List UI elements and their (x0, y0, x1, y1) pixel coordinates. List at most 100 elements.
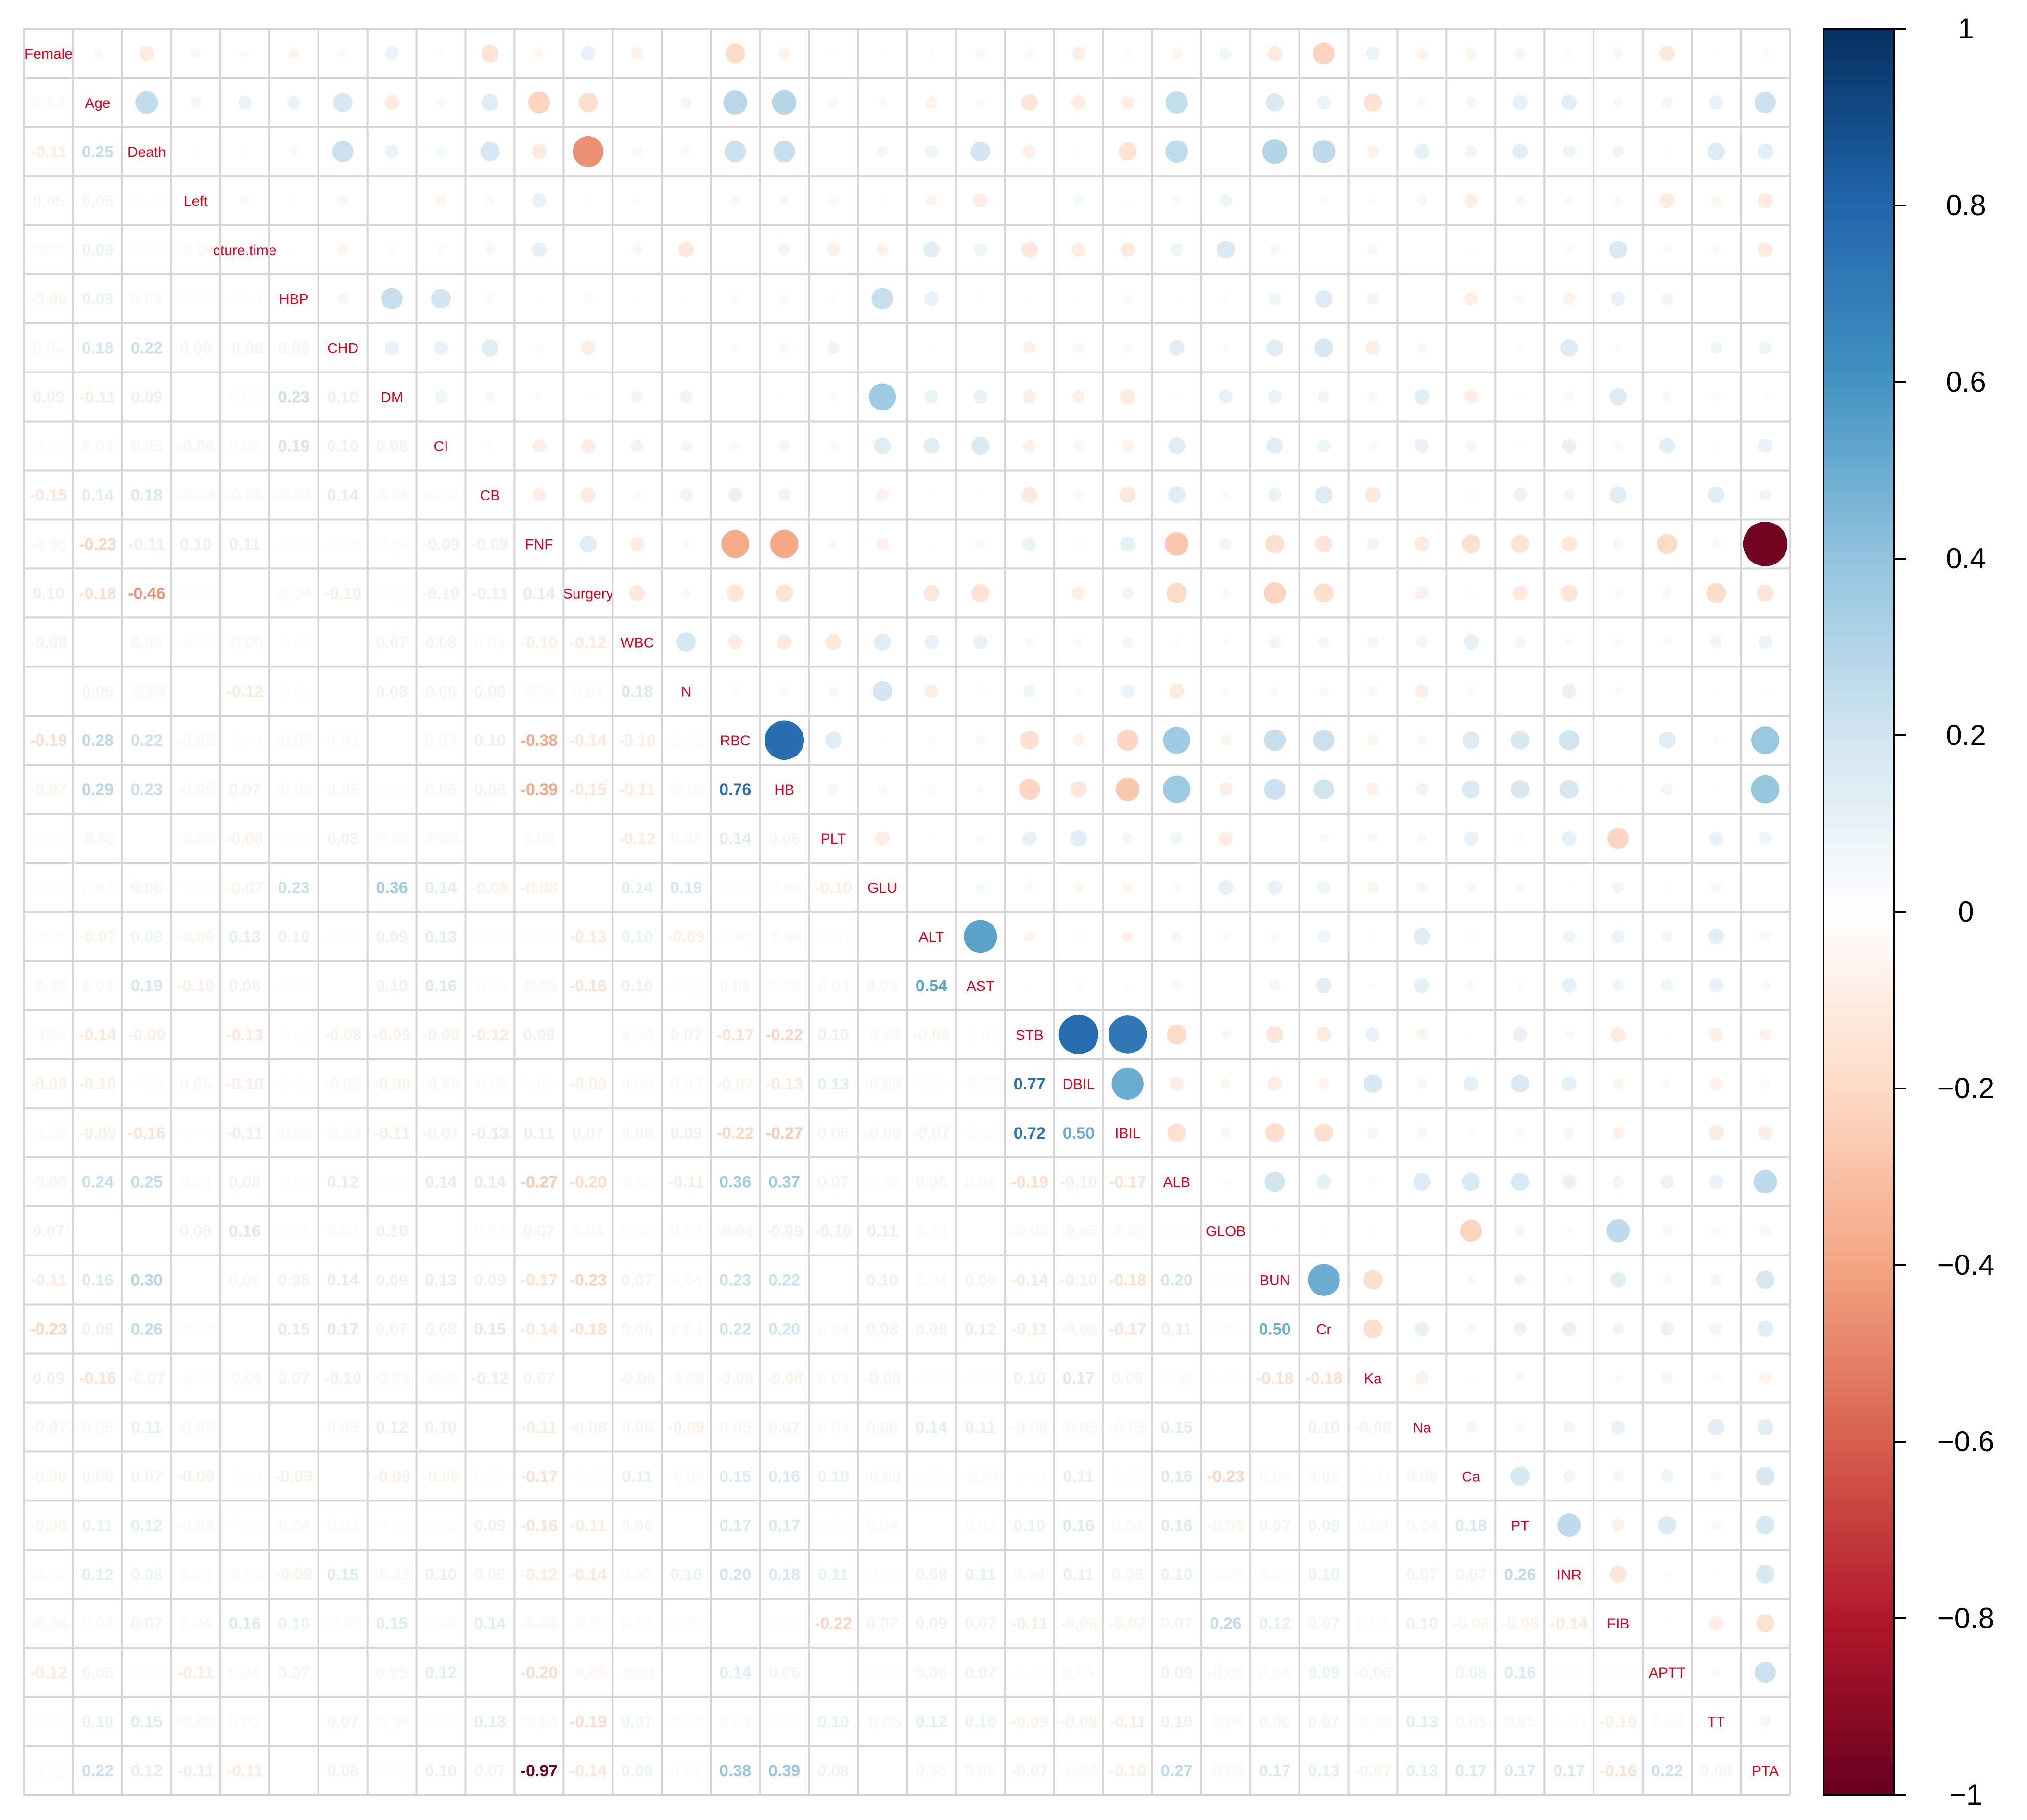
corr-value: 0.06 (82, 192, 114, 210)
corr-value: 0.17 (327, 1320, 359, 1339)
corr-circle (338, 49, 348, 58)
corr-value: 0.23 (131, 781, 163, 799)
corr-value: -0.27 (765, 1124, 803, 1142)
corr-circle (1563, 489, 1575, 500)
corr-value: -0.18 (1305, 1369, 1343, 1387)
corr-circle (679, 488, 693, 501)
variable-label-dbil: DBIL (1062, 1077, 1095, 1092)
corr-circle (1319, 833, 1328, 843)
corr-value: 0.01 (327, 879, 359, 897)
corr-circle (1367, 293, 1379, 305)
corr-circle (1562, 1174, 1577, 1189)
corr-value: 0.10 (474, 731, 506, 750)
corr-value: 0.16 (229, 1615, 261, 1633)
variable-label-surgery: Surgery (563, 586, 613, 602)
corr-value: 0.22 (131, 731, 163, 750)
corr-value: 0.14 (523, 584, 555, 602)
corr-value: 0.10 (82, 1713, 114, 1731)
corr-circle (684, 296, 688, 301)
corr-circle (929, 541, 934, 547)
corr-circle (1367, 244, 1378, 255)
corr-circle (977, 295, 984, 302)
corr-value: -0.01 (472, 977, 509, 995)
corr-circle (385, 46, 399, 61)
corr-circle (292, 247, 296, 252)
variable-label-plt: PLT (821, 831, 846, 847)
corr-circle (1367, 833, 1378, 844)
variable-label-wbc: WBC (620, 635, 654, 651)
corr-value: -0.06 (1354, 1664, 1392, 1682)
corr-value: -0.08 (472, 879, 509, 897)
corr-circle (1022, 144, 1036, 158)
corr-value: -0.18 (570, 1320, 607, 1339)
corr-circle (770, 530, 799, 558)
corr-value: 0.01 (131, 830, 163, 848)
corr-value: 0.07 (1308, 1615, 1339, 1633)
corr-circle (1122, 440, 1134, 452)
corr-value: -0.06 (864, 1124, 901, 1142)
corr-value: 0.19 (670, 879, 702, 897)
corr-circle (1612, 145, 1624, 158)
variable-label-glu: GLU (867, 880, 897, 896)
corr-circle (1416, 783, 1428, 795)
corr-value: 0.01 (33, 682, 64, 701)
corr-circle (1073, 882, 1084, 893)
corr-value: -0.12 (521, 1565, 558, 1584)
corr-value: 0.08 (425, 633, 457, 652)
corr-value: -0.04 (30, 1026, 67, 1044)
corr-value: -0.07 (716, 1075, 754, 1093)
corr-circle (1708, 928, 1724, 945)
corr-circle (631, 391, 643, 403)
corr-value: 0.11 (131, 1418, 162, 1436)
corr-circle (1514, 1274, 1526, 1286)
corr-circle (1220, 47, 1232, 60)
corr-value: 0.08 (131, 1565, 163, 1584)
corr-circle (1120, 389, 1135, 405)
corr-circle (1219, 194, 1232, 207)
colorbar-tick-label: 0.6 (1946, 366, 1986, 398)
corr-value: 0.20 (719, 1565, 751, 1584)
corr-value: 0.02 (916, 1467, 947, 1486)
corr-circle (1710, 1323, 1722, 1335)
corr-circle (1314, 583, 1334, 603)
corr-circle (1513, 1322, 1527, 1336)
corr-circle (1316, 1174, 1332, 1190)
corr-circle (1264, 1171, 1285, 1192)
corr-circle (1223, 639, 1229, 645)
corr-circle (1019, 779, 1040, 800)
corr-circle (1272, 836, 1277, 841)
corr-value: 0.05 (1308, 1467, 1339, 1486)
corr-circle (238, 95, 252, 109)
corr-circle (1662, 245, 1672, 255)
corr-value: -0.06 (1011, 1418, 1048, 1436)
variable-label-ca: Ca (1462, 1469, 1480, 1485)
corr-value: -0.11 (178, 1664, 214, 1682)
corr-circle (481, 44, 499, 63)
corr-circle (1169, 1076, 1184, 1091)
corr-value: 0.03 (965, 1516, 996, 1535)
corr-value: -0.14 (1551, 1615, 1588, 1633)
corr-circle (1165, 140, 1188, 163)
corr-circle (1662, 1079, 1672, 1089)
corr-circle (828, 686, 839, 696)
corr-circle (1414, 536, 1429, 551)
corr-value: -0.03 (962, 1075, 999, 1093)
corr-circle (1125, 198, 1130, 203)
corr-circle (436, 146, 446, 157)
corr-value: -0.03 (521, 682, 558, 701)
corr-value: 0.36 (376, 879, 408, 897)
corr-value: -0.15 (570, 781, 607, 799)
corr-value: 0.23 (719, 1271, 751, 1290)
corr-value: 0.09 (916, 1615, 947, 1633)
corr-circle (1515, 883, 1525, 892)
corr-value: -0.10 (1599, 1713, 1637, 1731)
corr-circle (1665, 1130, 1670, 1135)
corr-value: 0.06 (621, 1516, 653, 1535)
corr-circle (1415, 1321, 1429, 1336)
corr-value: -0.19 (1011, 1173, 1048, 1192)
corr-value: 0.04 (82, 1615, 114, 1633)
corr-circle (1711, 392, 1721, 401)
corr-value: -0.01 (177, 1124, 215, 1142)
corr-value: 0.03 (474, 1222, 506, 1241)
corr-circle (585, 393, 591, 400)
